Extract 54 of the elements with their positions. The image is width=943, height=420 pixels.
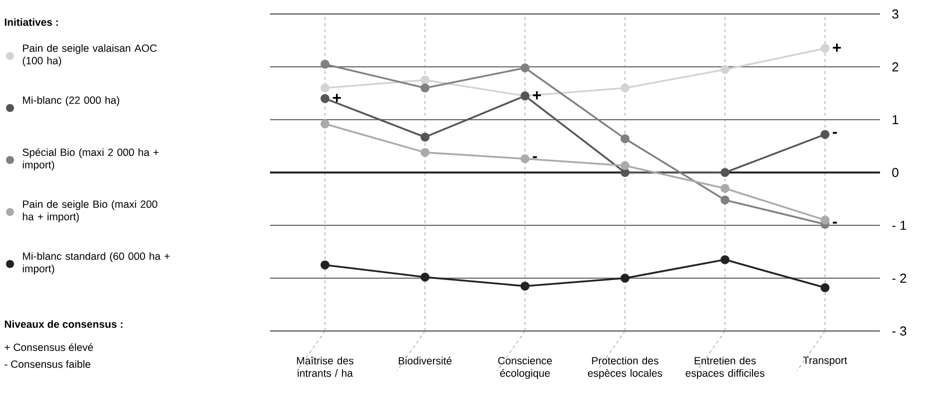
legend-label: Mi-blanc (22 000 ha) [23,96,120,106]
point [720,184,730,193]
point [820,44,830,53]
point [620,134,630,144]
y-tick-label: - 3 [892,326,906,336]
point [420,148,430,157]
legend-label: Pain de seigle Bio (maxi 200 ha + import) [22,200,158,222]
point [620,161,630,170]
point [520,63,530,72]
legend-label: Spécial Bio (maxi 2 000 ha + import) [22,148,159,171]
point [720,195,730,204]
point [820,130,830,139]
point [420,132,430,142]
point [520,154,530,164]
x-tick-label: Biodiversité [398,356,452,364]
point [720,64,730,74]
annotation: - [532,156,537,158]
point [420,76,430,85]
y-tick-label: - 2 [892,274,906,283]
point [320,260,330,270]
x-tick-label: Transport [803,356,848,366]
point [320,94,330,104]
point [320,119,330,128]
x-tick-label: Entretien des espaces difficiles [686,356,764,379]
annotation: - [832,132,837,134]
point [520,282,530,291]
text: + Consensus élevé [4,343,93,352]
annotation: + [332,94,341,102]
point [820,283,830,292]
legend-title: Initiatives : [4,18,58,26]
annotation: - [832,222,837,224]
legend-label: Pain de seigle valaisan AOC (100 ha) [22,44,157,66]
legend-label: Mi-blanc standard (60 000 ha + import) [22,252,170,274]
x-tick-label: Maîtrise des intrants / ha [297,356,354,377]
point [720,255,730,264]
annotation: + [532,91,541,100]
x-tick-label: Conscience écologique [498,356,552,379]
point [320,60,330,69]
y-tick-label: 1 [892,115,898,124]
y-tick-label: 2 [892,62,898,72]
text: - Consensus faible [4,360,90,368]
x-tick-label: Protection des espèces locales [588,356,662,379]
y-tick-label: 0 [892,168,898,178]
point [620,83,630,92]
annotation: + [832,44,841,52]
point [420,272,430,282]
point [820,216,830,225]
point [620,274,630,283]
point [420,83,430,92]
text: Niveaux de consensus : [4,320,122,328]
point [720,168,730,177]
y-tick-label: - 1 [892,220,906,230]
y-tick-label: 3 [892,9,898,19]
point [320,83,330,92]
